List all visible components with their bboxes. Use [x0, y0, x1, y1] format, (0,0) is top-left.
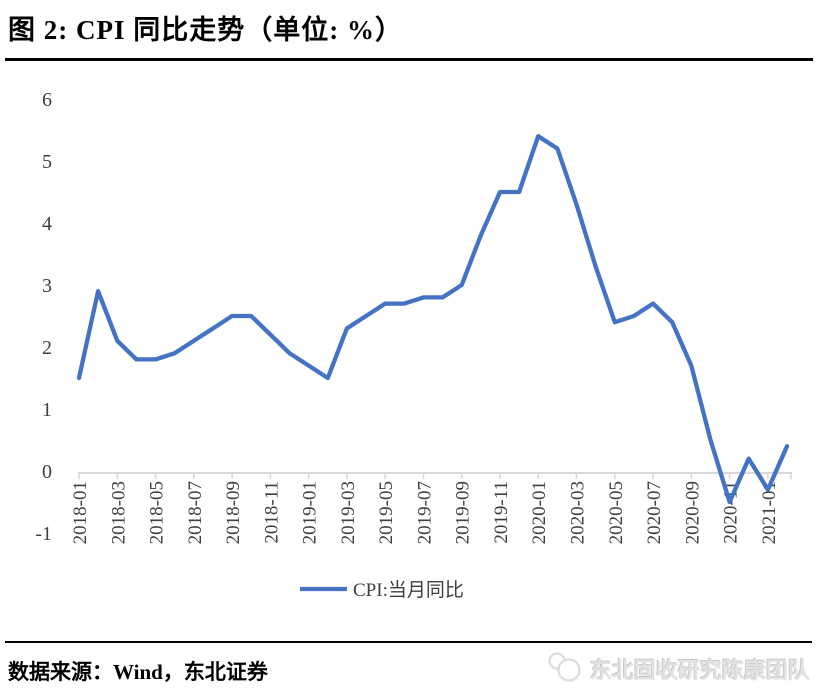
team-watermark-text: 东北固收研究陈康团队 [589, 658, 810, 683]
y-axis-label: 3 [42, 275, 52, 297]
footer-divider [5, 641, 812, 643]
y-axis-label: -1 [35, 523, 52, 545]
x-axis-label: 2019-05 [376, 481, 397, 544]
data-source-text: 数据来源：Wind，东北证券 [8, 660, 268, 684]
x-axis-label: 2018-03 [108, 481, 129, 544]
title-divider [5, 58, 813, 61]
y-axis-label: 2 [42, 337, 52, 359]
x-axis-label: 2018-07 [185, 481, 206, 544]
x-axis-label: 2019-11 [491, 481, 512, 544]
x-axis-label: 2019-07 [414, 481, 435, 544]
x-axis-label: 2020-03 [568, 481, 589, 544]
x-axis-label: 2018-11 [261, 481, 282, 544]
x-axis-label: 2020-11 [721, 481, 742, 544]
x-axis-label: 2020-07 [644, 481, 665, 544]
x-axis-label: 2019-03 [338, 481, 359, 544]
y-axis-label: 5 [42, 151, 52, 173]
team-logo-icon [548, 652, 581, 682]
x-axis-label: 2018-09 [223, 481, 244, 544]
cpi-line-chart: 6 5 4 3 2 1 0 -1 2018-01 2018-03 2018-05 2018-07 201… [35, 89, 792, 601]
y-axis-label: 1 [42, 399, 52, 421]
legend-label: CPI:当月同比 [353, 579, 464, 601]
team-watermark: 东北固收研究陈康团队 [546, 650, 810, 688]
x-axis-label: 2020-09 [682, 481, 703, 544]
x-axis-label: 2020-01 [529, 481, 550, 544]
x-axis-label: 2021-01 [759, 481, 780, 544]
y-axis-label: 6 [42, 89, 52, 111]
cpi-series-line [76, 134, 790, 505]
x-axis-label: 2019-01 [300, 481, 321, 544]
y-axis-label: 0 [42, 461, 52, 483]
x-axis-label: 2020-05 [606, 481, 627, 544]
x-axis-label: 2019-09 [453, 481, 474, 544]
figure-title: 图 2: CPI 同比走势（单位: %） [8, 15, 403, 45]
x-axis-label: 2018-05 [147, 481, 168, 544]
x-axis-label: 2018-01 [70, 481, 91, 544]
y-axis-label: 4 [42, 213, 52, 235]
